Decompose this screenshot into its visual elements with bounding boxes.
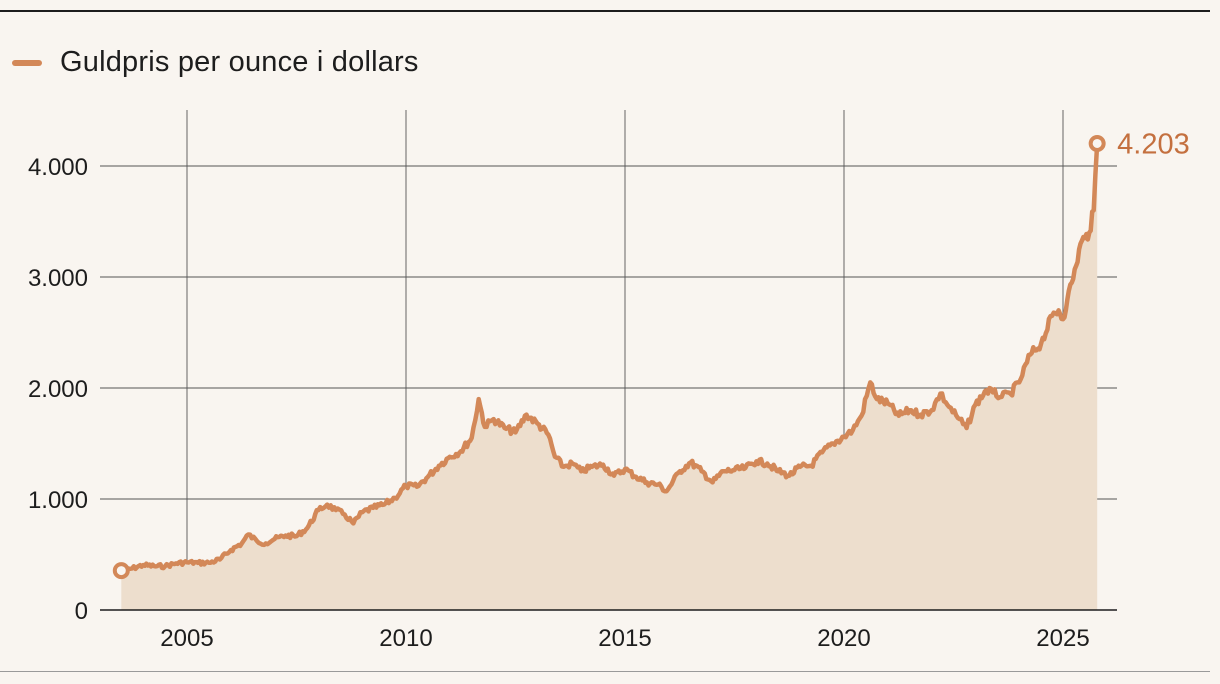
last-value-label: 4.203 <box>1117 128 1190 160</box>
x-tick-label: 2005 <box>160 625 213 652</box>
y-tick-labels: 0 1.000 2.000 3.000 4.000 <box>28 154 88 625</box>
price-line <box>119 141 1100 573</box>
legend-label: Guldpris per ounce i dollars <box>60 46 419 78</box>
y-tick-label: 3.000 <box>28 265 88 292</box>
end-marker <box>1088 134 1106 152</box>
start-marker <box>112 562 130 580</box>
x-tick-label: 2015 <box>598 625 651 652</box>
bottom-rule <box>0 671 1210 672</box>
top-rule <box>0 10 1210 12</box>
x-tick-label: 2025 <box>1036 625 1089 652</box>
y-tick-label: 0 <box>75 598 88 625</box>
x-tick-labels: 2005 2010 2015 2020 2025 <box>160 625 1089 652</box>
x-tick-label: 2020 <box>817 625 870 652</box>
legend-swatch <box>12 59 42 66</box>
y-tick-label: 4.000 <box>28 154 88 181</box>
area-fill <box>121 143 1098 610</box>
x-tick-label: 2010 <box>379 625 432 652</box>
y-tick-label: 2.000 <box>28 376 88 403</box>
legend: Guldpris per ounce i dollars <box>12 46 419 79</box>
y-tick-label: 1.000 <box>28 487 88 514</box>
